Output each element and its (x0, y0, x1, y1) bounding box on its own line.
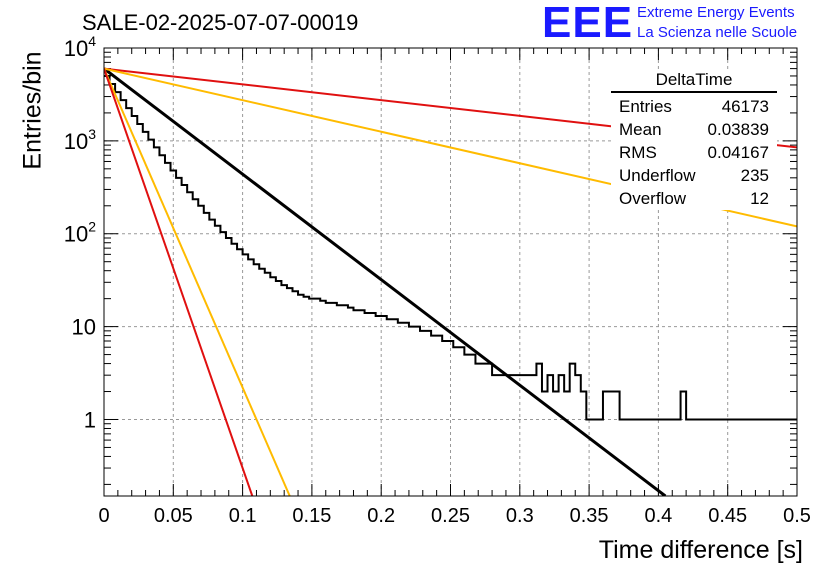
stats-value: 0.04167 (707, 143, 769, 162)
stats-row: RMS 0.04167 (611, 141, 777, 164)
stats-value: 46173 (721, 97, 769, 116)
x-tick-label: 0.3 (506, 505, 534, 527)
stats-row: Entries 46173 (611, 95, 777, 118)
fit-line (104, 68, 254, 496)
fit-line (104, 68, 291, 496)
stats-row: Underflow 235 (611, 164, 777, 187)
x-tick-label: 0.15 (292, 505, 331, 527)
x-tick-label: 0.4 (644, 505, 672, 527)
y-axis-label: Entries/bin (18, 51, 47, 170)
x-tick-label: 0.25 (431, 505, 470, 527)
x-tick-label: 0.05 (154, 505, 193, 527)
x-tick-label: 0.45 (708, 505, 747, 527)
fit-line (104, 67, 667, 496)
stats-box: DeltaTime Entries 46173 Mean 0.03839 RMS… (611, 70, 777, 210)
logo-line-1: Extreme Energy Events (637, 4, 795, 21)
stats-value: 235 (740, 166, 769, 185)
eee-logo: EEE (542, 0, 634, 47)
y-tick-label: 103 (64, 126, 96, 154)
stats-title: DeltaTime (611, 70, 777, 93)
y-tick-label: 104 (64, 33, 96, 61)
x-tick-label: 0.2 (367, 505, 395, 527)
stats-value: 0.03839 (707, 120, 769, 139)
plot-frame (103, 47, 798, 497)
y-tick-label: 1 (84, 407, 96, 432)
x-tick-label: 0 (98, 505, 109, 527)
x-tick-label: 0.35 (570, 505, 609, 527)
stats-label: Underflow (619, 166, 696, 185)
chart-title: SALE-02-2025-07-07-00019 (82, 10, 359, 35)
x-axis-label: Time difference [s] (598, 536, 803, 564)
stats-row: Mean 0.03839 (611, 118, 777, 141)
stats-label: Overflow (619, 189, 687, 208)
logo-line-2: La Scienza nelle Scuole (637, 24, 798, 41)
stats-label: Mean (619, 120, 662, 139)
y-tick-label: 102 (64, 219, 96, 247)
x-tick-label: 0.1 (229, 505, 257, 527)
stats-row: Overflow 12 (611, 187, 777, 210)
x-tick-label: 0.5 (783, 505, 811, 527)
y-tick-label: 10 (72, 315, 96, 340)
stats-label: RMS (619, 143, 657, 162)
histogram (104, 74, 797, 421)
stats-value: 12 (750, 189, 769, 208)
stats-label: Entries (619, 97, 672, 116)
